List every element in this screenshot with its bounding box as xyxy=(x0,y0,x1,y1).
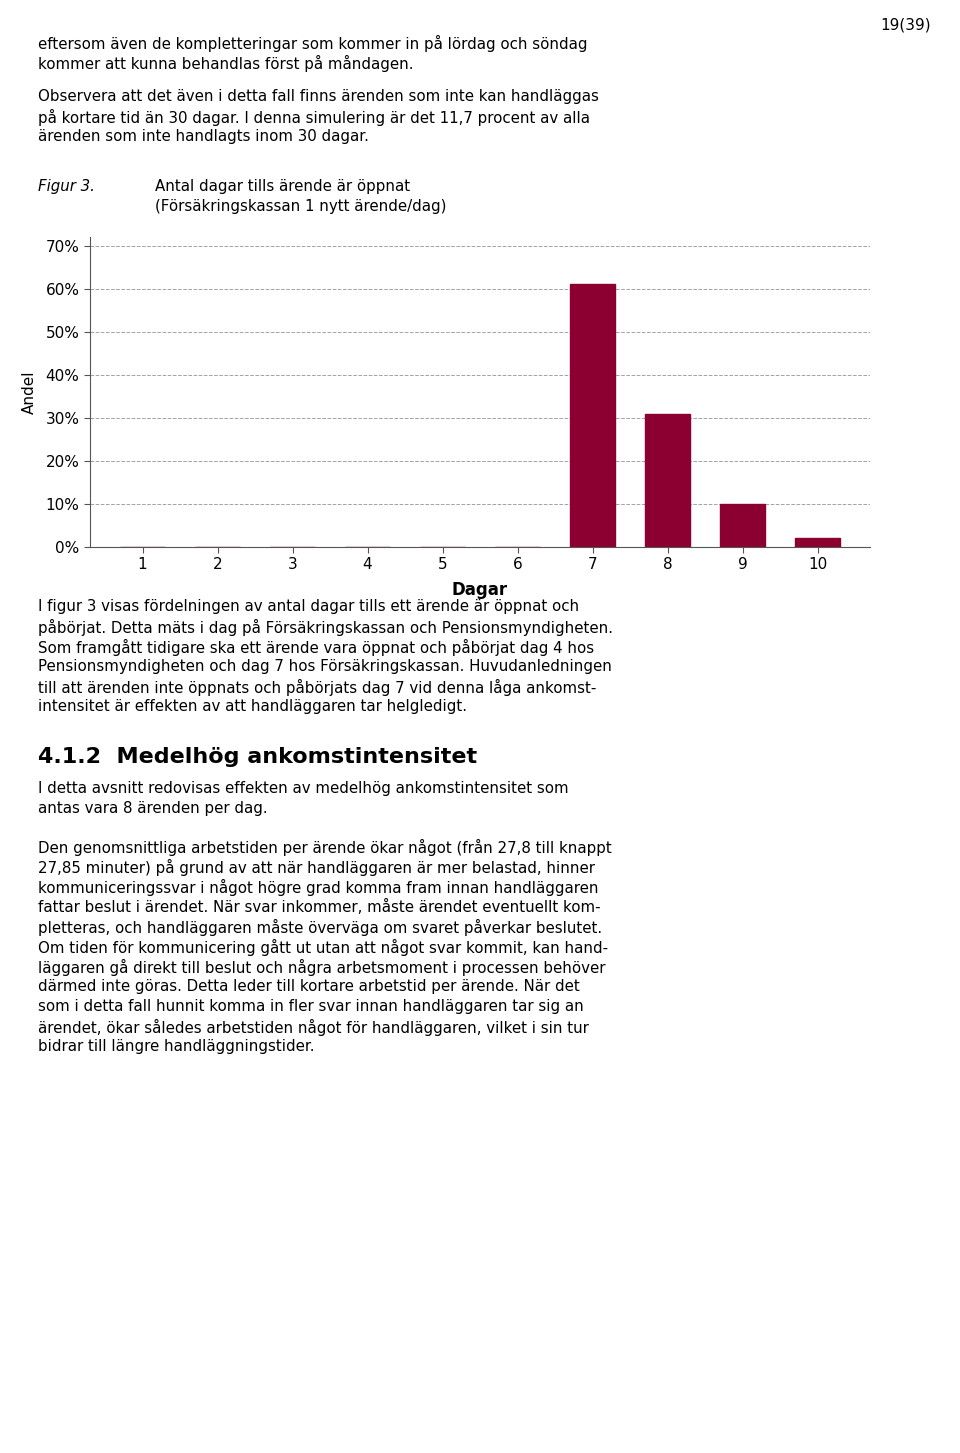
Bar xyxy=(570,285,615,546)
Text: påbörjat. Detta mäts i dag på Försäkringskassan och Pensionsmyndigheten.: påbörjat. Detta mäts i dag på Försäkring… xyxy=(38,619,613,636)
Bar xyxy=(645,414,690,546)
Text: (Försäkringskassan 1 nytt ärende/dag): (Försäkringskassan 1 nytt ärende/dag) xyxy=(155,199,446,214)
Text: fattar beslut i ärendet. När svar inkommer, måste ärendet eventuellt kom-: fattar beslut i ärendet. När svar inkomm… xyxy=(38,899,601,915)
Y-axis label: Andel: Andel xyxy=(22,371,37,414)
Text: 27,85 minuter) på grund av att när handläggaren är mer belastad, hinner: 27,85 minuter) på grund av att när handl… xyxy=(38,859,595,876)
Bar xyxy=(795,539,840,546)
Text: eftersom även de kompletteringar som kommer in på lördag och söndag: eftersom även de kompletteringar som kom… xyxy=(38,35,588,52)
Text: I figur 3 visas fördelningen av antal dagar tills ett ärende är öppnat och: I figur 3 visas fördelningen av antal da… xyxy=(38,599,579,615)
Text: antas vara 8 ärenden per dag.: antas vara 8 ärenden per dag. xyxy=(38,801,268,817)
Text: kommuniceringssvar i något högre grad komma fram innan handläggaren: kommuniceringssvar i något högre grad ko… xyxy=(38,879,598,897)
Text: 19(39): 19(39) xyxy=(880,17,931,33)
Text: Som framgått tidigare ska ett ärende vara öppnat och påbörjat dag 4 hos: Som framgått tidigare ska ett ärende var… xyxy=(38,639,594,655)
Text: Figur 3.: Figur 3. xyxy=(38,179,95,195)
Text: som i detta fall hunnit komma in fler svar innan handläggaren tar sig an: som i detta fall hunnit komma in fler sv… xyxy=(38,1000,584,1014)
Text: till att ärenden inte öppnats och påbörjats dag 7 vid denna låga ankomst-: till att ärenden inte öppnats och påbörj… xyxy=(38,679,596,696)
Text: intensitet är effekten av att handläggaren tar helgledigt.: intensitet är effekten av att handläggar… xyxy=(38,699,467,713)
Text: därmed inte göras. Detta leder till kortare arbetstid per ärende. När det: därmed inte göras. Detta leder till kort… xyxy=(38,979,580,994)
Text: bidrar till längre handläggningstider.: bidrar till längre handläggningstider. xyxy=(38,1039,315,1053)
X-axis label: Dagar: Dagar xyxy=(452,581,508,599)
Text: Antal dagar tills ärende är öppnat: Antal dagar tills ärende är öppnat xyxy=(155,179,410,195)
Text: Observera att det även i detta fall finns ärenden som inte kan handläggas: Observera att det även i detta fall finn… xyxy=(38,89,599,105)
Text: Om tiden för kommunicering gått ut utan att något svar kommit, kan hand-: Om tiden för kommunicering gått ut utan … xyxy=(38,939,608,956)
Bar xyxy=(720,504,765,546)
Text: I detta avsnitt redovisas effekten av medelhög ankomstintensitet som: I detta avsnitt redovisas effekten av me… xyxy=(38,782,568,796)
Text: 4.1.2  Medelhög ankomstintensitet: 4.1.2 Medelhög ankomstintensitet xyxy=(38,747,477,767)
Text: på kortare tid än 30 dagar. I denna simulering är det 11,7 procent av alla: på kortare tid än 30 dagar. I denna simu… xyxy=(38,109,590,126)
Text: pletteras, och handläggaren måste överväga om svaret påverkar beslutet.: pletteras, och handläggaren måste övervä… xyxy=(38,918,602,936)
Text: läggaren gå direkt till beslut och några arbetsmoment i processen behöver: läggaren gå direkt till beslut och några… xyxy=(38,959,606,976)
Text: ärendet, ökar således arbetstiden något för handläggaren, vilket i sin tur: ärendet, ökar således arbetstiden något … xyxy=(38,1019,588,1036)
Text: Den genomsnittliga arbetstiden per ärende ökar något (från 27,8 till knappt: Den genomsnittliga arbetstiden per ärend… xyxy=(38,838,612,856)
Text: ärenden som inte handlagts inom 30 dagar.: ärenden som inte handlagts inom 30 dagar… xyxy=(38,129,369,144)
Text: kommer att kunna behandlas först på måndagen.: kommer att kunna behandlas först på månd… xyxy=(38,55,414,73)
Text: Pensionsmyndigheten och dag 7 hos Försäkringskassan. Huvudanledningen: Pensionsmyndigheten och dag 7 hos Försäk… xyxy=(38,660,612,674)
